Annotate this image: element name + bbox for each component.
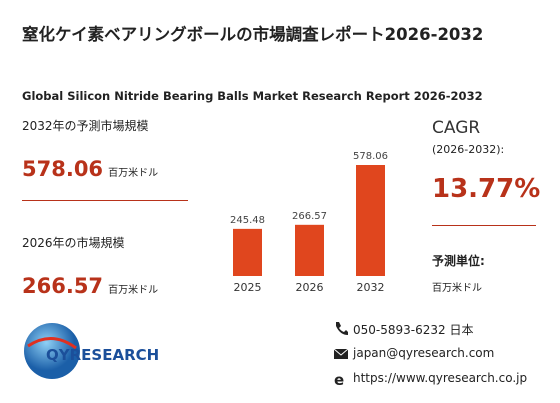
- stat-label: 2026年の市場規模: [22, 236, 125, 250]
- stat-unit: 百万米ドル: [108, 285, 159, 296]
- value-label: 245.48: [230, 215, 265, 226]
- subtitle: Global Silicon Nitride Bearing Balls Mar…: [22, 89, 483, 103]
- bar-chart: 245.48 2025 266.57 2026 578.06 2032: [230, 151, 388, 294]
- logo: QYRESEARCH: [24, 323, 159, 379]
- bar: [295, 224, 324, 276]
- stat: 578.06 百万米ドル: [22, 157, 158, 181]
- email: japan@qyresearch.com: [353, 346, 495, 360]
- stat-value: 266.57: [22, 274, 104, 298]
- cagr-label: CAGR: [432, 118, 481, 138]
- value-label: 266.57: [292, 211, 327, 222]
- website: https://www.qyresearch.co.jp: [353, 371, 528, 385]
- stat-label: 2032年の予測市場規模: [22, 119, 149, 133]
- value-label: 578.06: [353, 151, 388, 162]
- x-tick-label: 2032: [357, 281, 385, 294]
- unit: 百万米ドル: [432, 283, 482, 294]
- svg-text:e: e: [334, 371, 344, 389]
- phone: 050-5893-6232 日本: [353, 323, 474, 337]
- stat: 266.57 百万米ドル: [22, 274, 158, 298]
- contact-icons: e: [333, 322, 349, 389]
- x-tick-label: 2026: [296, 281, 324, 294]
- divider: [22, 200, 188, 201]
- bar: [356, 165, 385, 276]
- stat-value: 578.06: [22, 157, 104, 181]
- divider: [432, 225, 536, 226]
- cagr-period: (2026-2032):: [432, 143, 505, 156]
- x-tick-label: 2025: [234, 281, 262, 294]
- title: 窒化ケイ素ベアリングボールの市場調査レポート2026-2032: [22, 25, 484, 44]
- bar: [233, 228, 262, 276]
- cagr-value: 13.77%: [432, 174, 541, 204]
- stat-unit: 百万米ドル: [108, 168, 159, 179]
- logo-text: QYRESEARCH: [46, 346, 159, 364]
- unit-label: 予測単位:: [432, 254, 485, 268]
